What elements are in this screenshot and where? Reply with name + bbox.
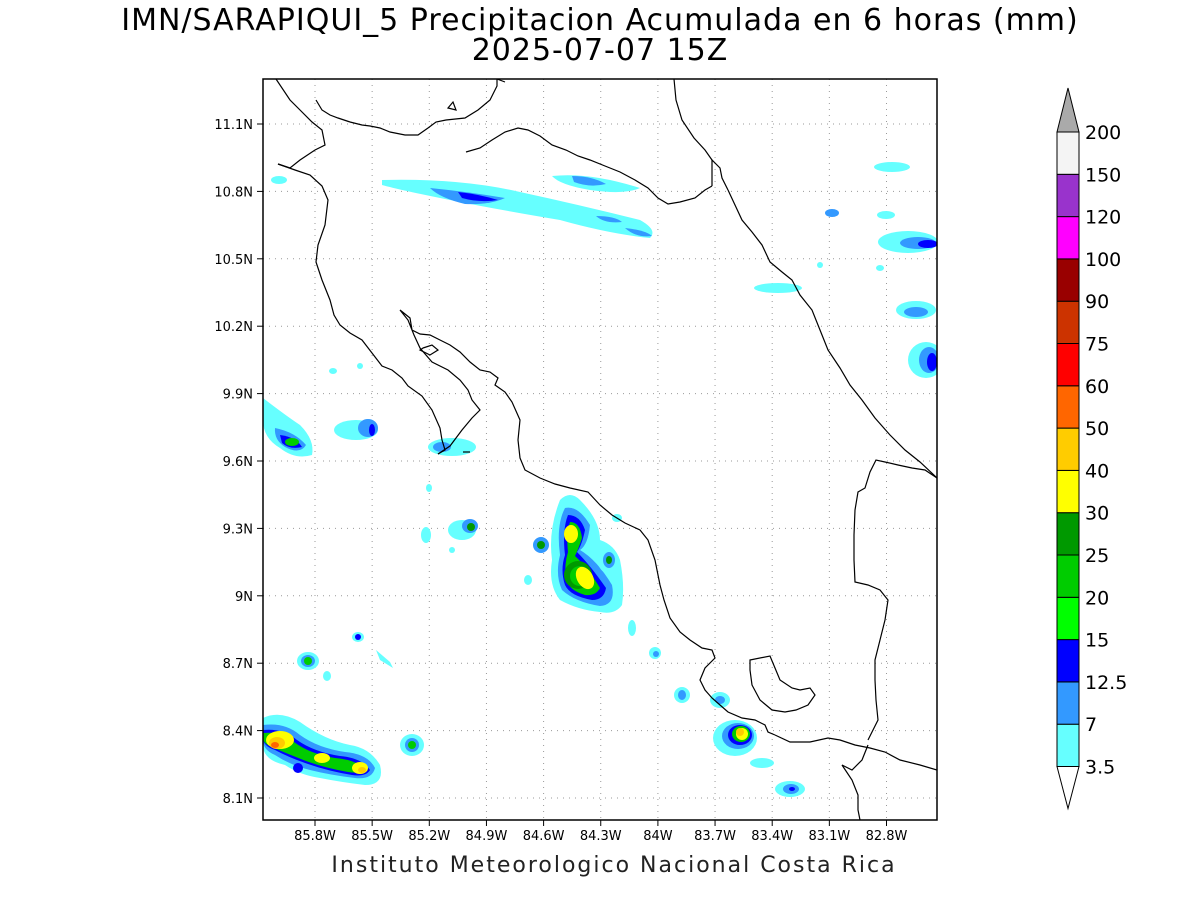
latitude-axis: 11.1N 10.8N 10.5N 10.2N 9.9N 9.6N 9.3N 9N 8.7N 8.… <box>214 118 263 807</box>
precipitation-colorbar: 3.5 7 12.5 15 20 25 30 40 50 60 75 90 100 120 150 200 <box>1056 87 1127 811</box>
latitude-tick-label: 10.2N <box>214 320 253 335</box>
precipitation-field <box>263 162 937 797</box>
colorbar-level-label: 15 <box>1085 630 1109 652</box>
colorbar-level-label: 75 <box>1085 334 1109 356</box>
colorbar-level-label: 60 <box>1085 376 1109 398</box>
longitude-tick-label: 83.4W <box>751 829 793 844</box>
longitude-tick-label: 84.6W <box>523 829 565 844</box>
latitude-tick-label: 11.1N <box>214 118 253 133</box>
longitude-tick-label: 82.8W <box>866 829 908 844</box>
longitude-axis: 85.8W 85.5W 85.2W 84.9W 84.6W 84.3W 84W 83.7W 83… <box>294 820 908 844</box>
colorbar-swatch <box>1056 681 1080 725</box>
map-title: IMN/SARAPIQUI_5 Precipitacion Acumulada … <box>121 3 1079 38</box>
latitude-tick-label: 8.7N <box>223 657 253 672</box>
colorbar-level-label: 12.5 <box>1085 672 1127 694</box>
latitude-tick-label: 9.9N <box>223 388 253 403</box>
colorbar-level-label: 100 <box>1085 249 1121 271</box>
longitude-tick-label: 83.1W <box>808 829 850 844</box>
colorbar-over-arrow <box>1056 87 1080 133</box>
colorbar-swatch <box>1056 343 1080 387</box>
colorbar-swatch <box>1056 173 1080 218</box>
latitude-tick-label: 8.1N <box>223 792 253 807</box>
colorbar-level-label: 150 <box>1085 164 1121 186</box>
colorbar-level-label: 200 <box>1085 122 1121 144</box>
colorbar-level-label: 7 <box>1085 714 1097 736</box>
colorbar-level-label: 20 <box>1085 587 1109 609</box>
colorbar-swatch <box>1056 300 1080 345</box>
colorbar-level-label: 30 <box>1085 503 1109 525</box>
latitude-tick-label: 9N <box>235 590 253 605</box>
precip-east-caribbean <box>754 162 937 378</box>
colorbar-swatch <box>1056 639 1080 683</box>
colorbar-level-label: 50 <box>1085 418 1109 440</box>
latitude-tick-label: 9.6N <box>223 455 253 470</box>
longitude-tick-label: 85.5W <box>351 829 393 844</box>
precip-pacific-southwest <box>263 632 424 785</box>
map-frame <box>262 78 938 821</box>
colorbar-swatch <box>1056 596 1080 641</box>
colorbar-swatch <box>1056 554 1080 598</box>
longitude-tick-label: 84W <box>643 829 673 844</box>
latitude-tick-label: 8.4N <box>223 725 253 740</box>
colorbar-swatch <box>1056 131 1080 175</box>
longitude-tick-label: 84.3W <box>580 829 622 844</box>
colorbar-level-label: 3.5 <box>1085 757 1115 779</box>
colorbar-swatch <box>1056 512 1080 556</box>
map-valid-time: 2025-07-07 15Z <box>471 33 729 68</box>
precip-nicoya <box>263 363 478 553</box>
coastlines-and-borders <box>275 79 937 820</box>
colorbar-swatch <box>1056 258 1080 302</box>
colorbar-swatch <box>1056 469 1080 514</box>
colorbar-swatch <box>1056 216 1080 260</box>
colorbar-under-arrow <box>1056 766 1080 811</box>
precip-central-cell <box>524 495 661 659</box>
precip-band-north <box>271 175 653 238</box>
colorbar-level-label: 40 <box>1085 460 1109 482</box>
colorbar-level-label: 90 <box>1085 291 1109 313</box>
longitude-tick-label: 84.9W <box>466 829 508 844</box>
longitude-tick-label: 85.8W <box>294 829 336 844</box>
colorbar-swatch <box>1056 385 1080 429</box>
colorbar-level-label: 25 <box>1085 545 1109 567</box>
colorbar-swatch <box>1056 723 1080 768</box>
longitude-tick-label: 83.7W <box>694 829 736 844</box>
latitude-tick-label: 10.8N <box>214 185 253 200</box>
longitude-tick-label: 85.2W <box>408 829 450 844</box>
colorbar-swatch <box>1056 427 1080 471</box>
latitude-tick-label: 10.5N <box>214 253 253 268</box>
map-footer-credit: Instituto Meteorologico Nacional Costa R… <box>331 853 897 878</box>
latitude-tick-label: 9.3N <box>223 522 253 537</box>
colorbar-level-label: 120 <box>1085 207 1121 229</box>
map-frame-bg <box>263 79 937 820</box>
precip-osa <box>674 687 805 797</box>
